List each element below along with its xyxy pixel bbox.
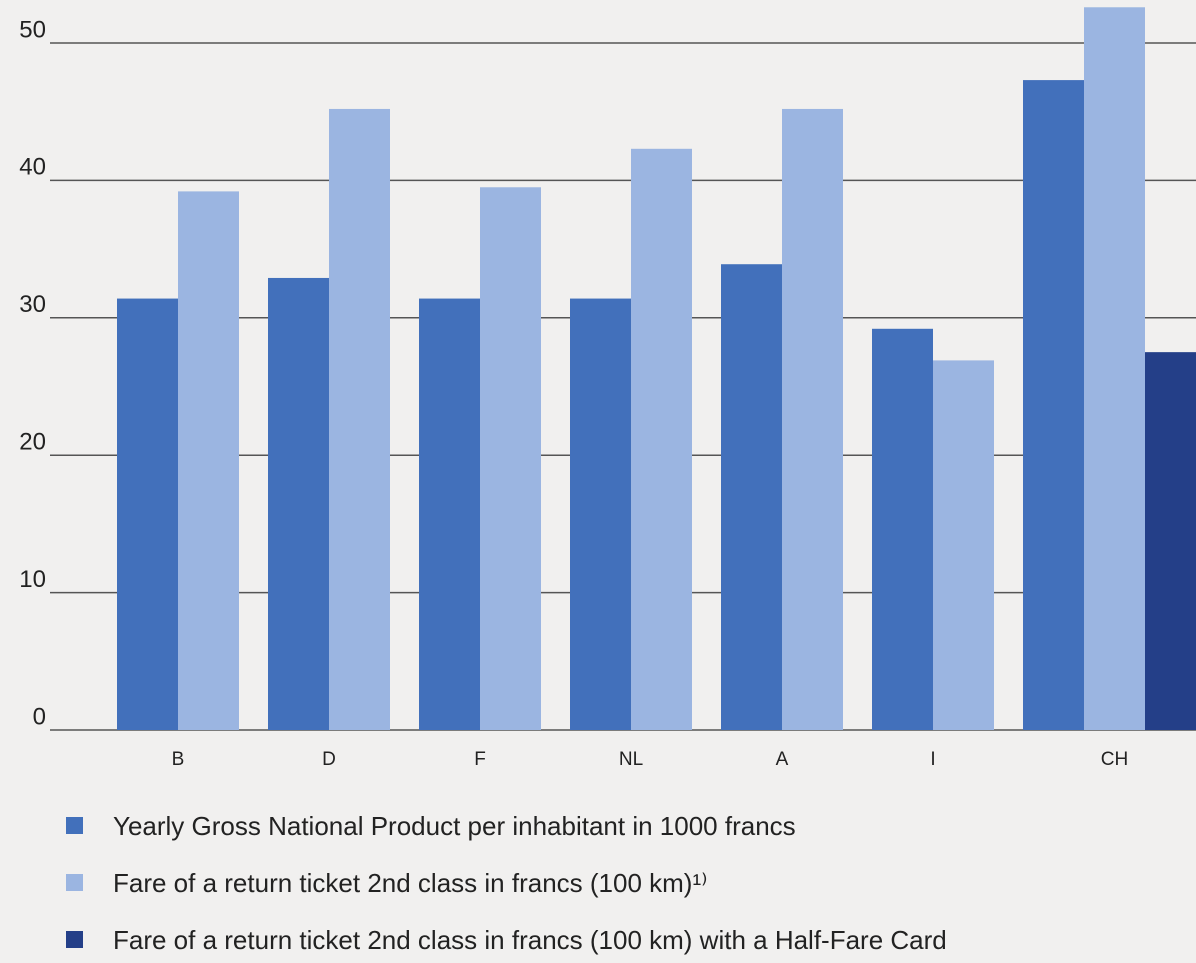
x-tick-label: D — [322, 749, 336, 770]
x-tick-label: NL — [619, 749, 643, 770]
y-tick-label: 10 — [19, 566, 46, 593]
legend-swatch — [66, 874, 83, 891]
bar — [721, 264, 782, 730]
legend-swatch — [66, 931, 83, 948]
bar — [117, 298, 178, 730]
bar — [570, 298, 631, 730]
y-tick-label: 20 — [19, 429, 46, 456]
x-tick-label: I — [930, 749, 935, 770]
bar — [1084, 7, 1145, 730]
legend-label: Yearly Gross National Product per inhabi… — [113, 811, 796, 841]
y-tick-label: 0 — [33, 703, 46, 730]
y-tick-label: 30 — [19, 291, 46, 318]
legend-label: Fare of a return ticket 2nd class in fra… — [113, 925, 947, 955]
bar — [631, 148, 692, 731]
bar — [782, 108, 843, 730]
legend-swatch — [66, 817, 83, 834]
bar — [419, 298, 480, 730]
x-tick-label: A — [776, 749, 789, 770]
bar — [933, 360, 994, 730]
bar — [329, 108, 390, 730]
bar — [1145, 352, 1196, 730]
bar — [872, 328, 933, 730]
bar — [268, 277, 329, 730]
x-tick-label: B — [172, 749, 185, 770]
y-tick-label: 40 — [19, 154, 46, 181]
bar — [480, 187, 541, 730]
x-tick-label: CH — [1101, 749, 1128, 770]
legend-label: Fare of a return ticket 2nd class in fra… — [113, 868, 708, 898]
bar — [178, 191, 239, 731]
y-tick-label: 50 — [19, 16, 46, 43]
x-tick-label: F — [474, 749, 486, 770]
bar — [1023, 80, 1084, 730]
